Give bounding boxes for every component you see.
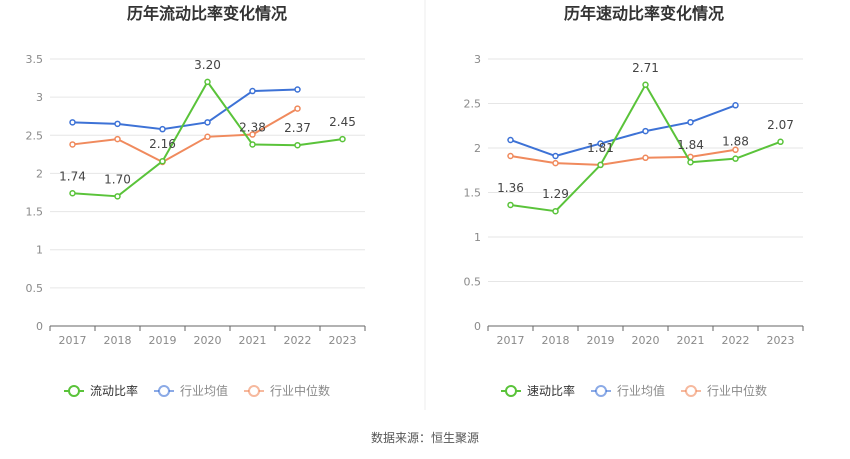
y-tick-label: 1	[474, 231, 481, 244]
data-point	[732, 102, 739, 109]
y-tick-label: 2	[474, 142, 481, 155]
x-tick-label: 2018	[542, 334, 570, 347]
y-tick-label: 0.5	[26, 282, 44, 295]
data-label: 2.07	[767, 118, 794, 132]
data-point	[732, 146, 739, 154]
legend-marker	[505, 385, 517, 397]
data-point	[249, 131, 256, 138]
data-label: 3.20	[194, 58, 221, 72]
data-point	[732, 155, 739, 162]
x-tick-label: 2022	[284, 334, 312, 347]
x-tick-label: 2023	[767, 334, 795, 347]
y-tick-label: 3.5	[26, 53, 44, 66]
chart-title: 历年流动比率变化情况	[127, 4, 287, 23]
data-point	[552, 207, 559, 215]
y-tick-label: 0	[474, 320, 481, 333]
data-point	[204, 119, 211, 126]
data-point	[642, 81, 649, 89]
data-point	[114, 193, 121, 200]
data-label: 2.38	[239, 120, 266, 134]
y-tick-label: 3	[36, 91, 43, 104]
data-label: 2.16	[149, 137, 176, 151]
data-point	[597, 140, 604, 147]
x-tick-label: 2023	[329, 334, 357, 347]
y-tick-label: 1.5	[464, 187, 482, 200]
y-tick-label: 0.5	[464, 276, 482, 289]
data-label: 1.29	[542, 187, 569, 201]
y-tick-label: 0	[36, 320, 43, 333]
legend-label: 行业中位数	[707, 383, 767, 398]
data-point	[69, 190, 76, 197]
x-tick-label: 2020	[194, 334, 222, 347]
y-tick-label: 3	[474, 53, 481, 66]
legend-marker	[248, 385, 260, 397]
legend-label: 行业中位数	[270, 383, 330, 398]
data-point	[294, 86, 301, 93]
y-tick-label: 2.5	[26, 129, 44, 142]
data-point	[777, 138, 784, 146]
data-point	[159, 125, 166, 133]
data-point	[294, 105, 301, 112]
data-point	[552, 159, 559, 167]
data-point	[642, 154, 649, 162]
x-tick-label: 2022	[722, 334, 750, 347]
series-line	[72, 107, 298, 163]
data-point	[204, 78, 211, 86]
data-point	[249, 87, 256, 95]
y-tick-label: 1	[36, 244, 43, 257]
x-tick-label: 2020	[632, 334, 660, 347]
data-label: 1.70	[104, 172, 131, 186]
data-label: 1.84	[677, 138, 704, 152]
series-line	[510, 148, 736, 166]
legend-marker	[68, 385, 80, 397]
legend-label: 行业均值	[180, 383, 228, 398]
series-line	[72, 88, 298, 131]
data-point	[507, 201, 514, 209]
data-point	[597, 161, 604, 169]
legend-marker	[595, 385, 607, 397]
data-point	[687, 118, 694, 126]
data-point	[642, 127, 649, 135]
data-point	[69, 119, 76, 126]
data-point	[114, 135, 121, 143]
y-tick-label: 2	[36, 167, 43, 180]
y-tick-label: 2.5	[464, 98, 482, 111]
y-tick-label: 1.5	[26, 206, 44, 219]
data-point	[552, 152, 559, 160]
data-label: 2.71	[632, 61, 659, 75]
data-point	[507, 136, 514, 144]
data-point	[159, 157, 166, 165]
data-point	[69, 141, 76, 148]
data-point	[339, 135, 346, 143]
data-source-note: 数据来源：恒生聚源	[370, 431, 479, 445]
x-tick-label: 2017	[59, 334, 87, 347]
data-point	[249, 141, 256, 148]
x-tick-label: 2018	[104, 334, 132, 347]
chart-title: 历年速动比率变化情况	[564, 4, 724, 23]
data-point	[687, 158, 694, 166]
data-point	[204, 133, 211, 141]
legend-label: 行业均值	[617, 383, 665, 398]
data-label: 1.88	[722, 135, 749, 149]
legend-label: 速动比率	[527, 383, 575, 398]
data-point	[114, 120, 121, 128]
data-label: 2.45	[329, 115, 356, 129]
data-label: 1.74	[59, 169, 86, 183]
x-tick-label: 2019	[587, 334, 615, 347]
legend-marker	[685, 385, 697, 397]
data-label: 2.37	[284, 121, 311, 135]
data-point	[294, 141, 301, 149]
data-label: 1.36	[497, 181, 524, 195]
x-tick-label: 2021	[677, 334, 705, 347]
legend-marker	[158, 385, 170, 397]
series-line	[510, 104, 736, 158]
x-tick-label: 2019	[149, 334, 177, 347]
x-tick-label: 2021	[239, 334, 267, 347]
data-point	[507, 152, 514, 160]
x-tick-label: 2017	[497, 334, 525, 347]
legend-label: 流动比率	[90, 383, 138, 398]
data-label: 1.81	[587, 141, 614, 155]
